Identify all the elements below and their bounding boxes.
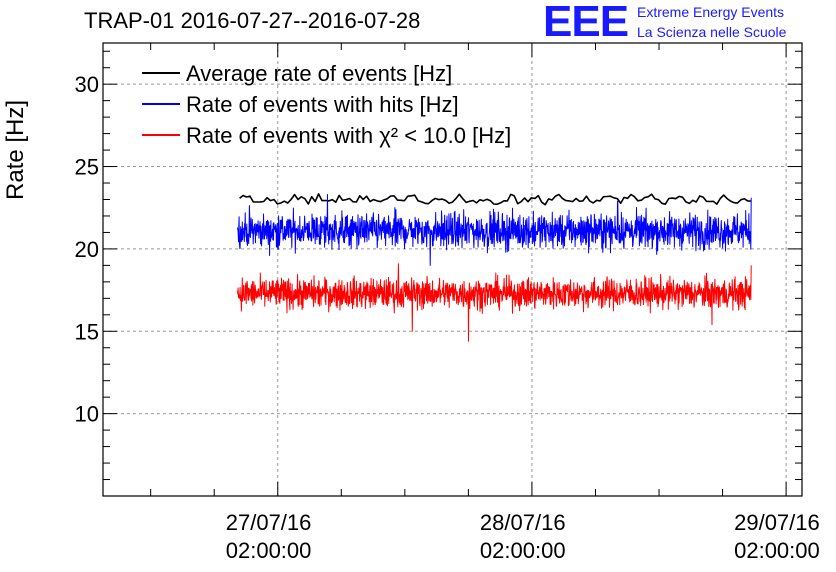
legend-entry: Average rate of events [Hz] [186,61,452,86]
logo-line-2: La Scienza nelle Scuole [637,24,787,40]
x-tick-label: 29/07/16 [734,510,820,535]
x-tick-label: 28/07/16 [480,510,566,535]
series-line [237,194,752,266]
x-tick-label: 02:00:00 [480,538,566,563]
y-tick-label: 25 [75,155,99,180]
legend-entry: Rate of events with hits [Hz] [186,92,459,117]
x-tick-label: 02:00:00 [226,538,312,563]
y-tick-label: 20 [75,237,99,262]
eee-logo: EEE [543,0,629,46]
series-line [239,193,752,206]
x-tick-label: 02:00:00 [734,538,820,563]
y-tick-label: 10 [75,402,99,427]
x-tick-label: 27/07/16 [226,510,312,535]
logo-line-1: Extreme Energy Events [637,4,785,20]
series-line [237,263,752,342]
y-tick-label: 30 [75,72,99,97]
chart-title: TRAP-01 2016-07-27--2016-07-28 [84,8,421,33]
y-tick-label: 15 [75,319,99,344]
legend-entry: Rate of events with χ² < 10.0 [Hz] [186,123,511,148]
plot-frame [102,42,803,497]
